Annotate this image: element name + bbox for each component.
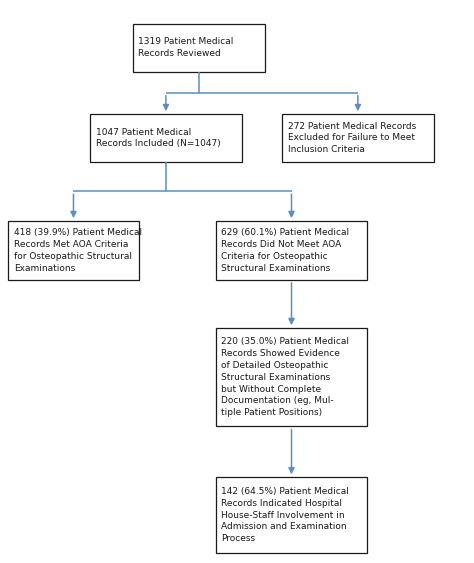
FancyBboxPatch shape <box>216 221 367 280</box>
FancyBboxPatch shape <box>216 328 367 427</box>
FancyBboxPatch shape <box>282 114 434 162</box>
Text: 220 (35.0%) Patient Medical
Records Showed Evidence
of Detailed Osteopathic
Stru: 220 (35.0%) Patient Medical Records Show… <box>221 337 349 417</box>
FancyBboxPatch shape <box>8 221 138 280</box>
Text: 418 (39.9%) Patient Medical
Records Met AOA Criteria
for Osteopathic Structural
: 418 (39.9%) Patient Medical Records Met … <box>14 229 142 272</box>
Text: 1319 Patient Medical
Records Reviewed: 1319 Patient Medical Records Reviewed <box>138 38 234 58</box>
Text: 629 (60.1%) Patient Medical
Records Did Not Meet AOA
Criteria for Osteopathic
St: 629 (60.1%) Patient Medical Records Did … <box>221 229 349 272</box>
Text: 272 Patient Medical Records
Excluded for Failure to Meet
Inclusion Criteria: 272 Patient Medical Records Excluded for… <box>288 122 416 154</box>
FancyBboxPatch shape <box>90 114 242 162</box>
FancyBboxPatch shape <box>133 24 265 72</box>
Text: 142 (64.5%) Patient Medical
Records Indicated Hospital
House-Staff Involvement i: 142 (64.5%) Patient Medical Records Indi… <box>221 487 349 543</box>
FancyBboxPatch shape <box>216 477 367 553</box>
Text: 1047 Patient Medical
Records Included (N=1047): 1047 Patient Medical Records Included (N… <box>96 128 220 148</box>
